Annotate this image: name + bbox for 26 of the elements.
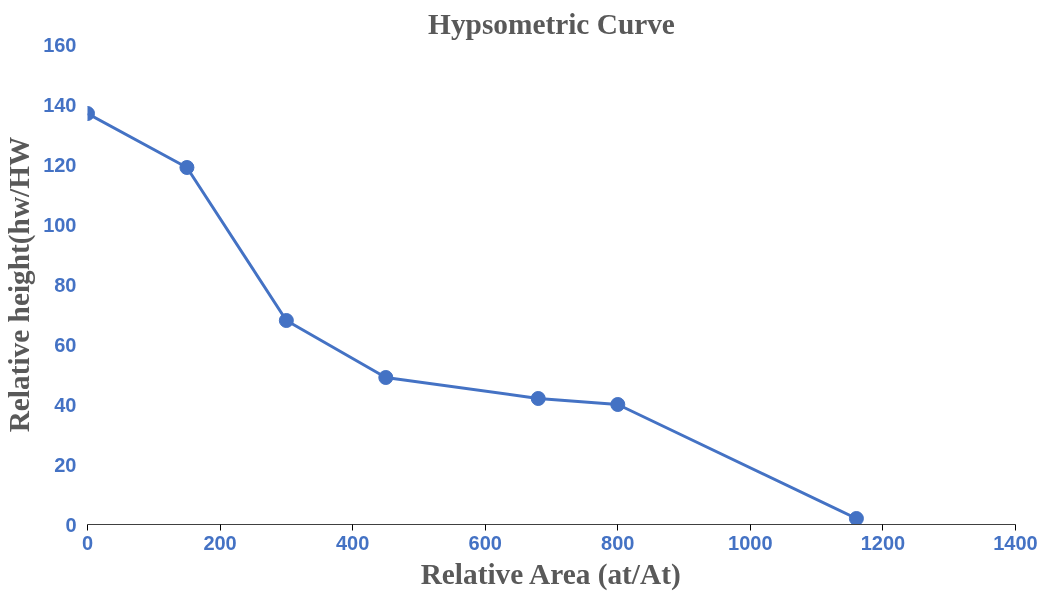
y-tick-label: 140 [43, 93, 77, 116]
y-tick-label: 120 [43, 153, 77, 176]
point [278, 313, 294, 328]
y-tick-label: 40 [54, 393, 77, 416]
point [610, 397, 626, 412]
y-tick-label: 20 [54, 453, 77, 476]
x-tick-label: 200 [203, 531, 237, 554]
point [179, 160, 195, 175]
chart-title: Hypsometric Curve [428, 7, 675, 40]
point [378, 370, 394, 385]
x-tick-label: 0 [81, 531, 94, 554]
x-tick-label: 400 [335, 531, 370, 554]
point [530, 391, 546, 406]
x-tick-label: 1000 [728, 531, 773, 554]
y-tick-label: 0 [65, 513, 77, 536]
y-axis-title: Relative height(hw/HW [3, 136, 37, 433]
x-tick-label: 800 [601, 531, 635, 554]
y-tick-label: 60 [54, 333, 77, 356]
x-tick-label: 1400 [993, 531, 1038, 554]
y-tick-label: 100 [43, 213, 77, 236]
point [848, 511, 864, 525]
x-axis-title: Relative Area (at/At) [420, 557, 681, 591]
y-tick-label: 80 [54, 273, 77, 296]
y-tick-label: 160 [43, 33, 77, 56]
x-tick-label: 1200 [860, 531, 906, 554]
x-tick-label: 600 [468, 531, 502, 554]
